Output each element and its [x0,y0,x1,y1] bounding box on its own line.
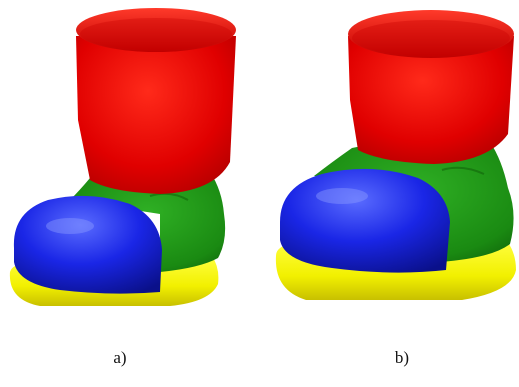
boot-figure-a [0,0,250,330]
boot-render-a [0,0,250,330]
boot-toe-cap-b [280,169,450,273]
panel-b-caption: b) [372,348,432,368]
panel-a-caption: a) [90,348,150,368]
boot-toe-cap-a [14,196,162,294]
boot-shaft-a [76,36,236,194]
boot-figure-b [262,0,519,330]
boot-render-b [262,0,519,330]
